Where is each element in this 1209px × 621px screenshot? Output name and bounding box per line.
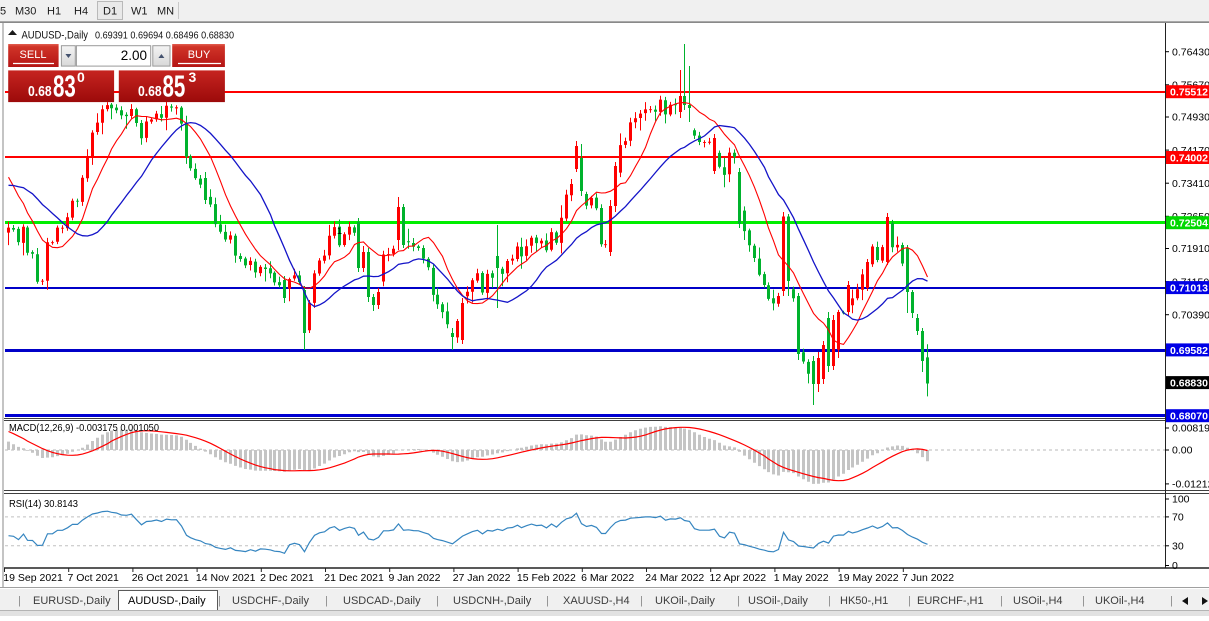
- svg-text:EURUSD-,Daily: EURUSD-,Daily: [33, 595, 111, 607]
- svg-text:SELL: SELL: [20, 49, 47, 61]
- svg-text:0.00: 0.00: [1172, 445, 1193, 457]
- svg-text:7 Oct 2021: 7 Oct 2021: [68, 572, 120, 584]
- svg-text:0.68: 0.68: [138, 84, 162, 100]
- svg-text:0.008197: 0.008197: [1172, 423, 1209, 435]
- svg-text:|: |: [325, 595, 328, 607]
- svg-text:|: |: [546, 595, 549, 607]
- svg-text:3: 3: [189, 69, 197, 85]
- svg-text:USOil-,Daily: USOil-,Daily: [748, 595, 808, 607]
- svg-text:0.72504: 0.72504: [1170, 218, 1208, 230]
- svg-text:RSI(14) 30.8143: RSI(14) 30.8143: [9, 498, 78, 510]
- svg-text:0.68: 0.68: [28, 84, 52, 100]
- svg-text:0: 0: [77, 69, 85, 85]
- svg-text:H1: H1: [47, 6, 61, 18]
- svg-text:0.68070: 0.68070: [1170, 411, 1208, 423]
- svg-text:0: 0: [1172, 560, 1178, 572]
- svg-text:|: |: [737, 595, 740, 607]
- svg-text:USDCNH-,Daily: USDCNH-,Daily: [453, 595, 532, 607]
- svg-text:0.75512: 0.75512: [1170, 87, 1208, 99]
- svg-text:D1: D1: [103, 6, 117, 18]
- svg-text:UKOil-,Daily: UKOil-,Daily: [655, 595, 715, 607]
- svg-text:|: |: [18, 595, 21, 607]
- svg-text:0.68830: 0.68830: [1170, 378, 1208, 390]
- svg-text:H4: H4: [74, 6, 88, 18]
- svg-text:7 Jun 2022: 7 Jun 2022: [902, 572, 954, 584]
- svg-text:BUY: BUY: [188, 49, 211, 61]
- svg-text:|: |: [828, 595, 831, 607]
- svg-text:70: 70: [1172, 512, 1184, 524]
- svg-text:UKOil-,H4: UKOil-,H4: [1095, 595, 1145, 607]
- svg-text:|: |: [908, 595, 911, 607]
- svg-text:|: |: [640, 595, 643, 607]
- svg-text:15 Feb 2022: 15 Feb 2022: [517, 572, 576, 584]
- svg-text:85: 85: [163, 70, 186, 104]
- svg-text:0.74002: 0.74002: [1170, 153, 1208, 165]
- svg-text:2.00: 2.00: [121, 48, 147, 63]
- svg-text:|: |: [436, 595, 439, 607]
- svg-text:12 Apr 2022: 12 Apr 2022: [710, 572, 767, 584]
- svg-text:0.73410: 0.73410: [1172, 178, 1209, 190]
- svg-text:0.69582: 0.69582: [1170, 345, 1208, 357]
- svg-text:HK50-,H1: HK50-,H1: [840, 595, 888, 607]
- svg-text:0.76430: 0.76430: [1172, 46, 1209, 58]
- svg-text:27 Jan 2022: 27 Jan 2022: [453, 572, 511, 584]
- svg-text:USDCHF-,Daily: USDCHF-,Daily: [232, 595, 310, 607]
- svg-text:19 May 2022: 19 May 2022: [838, 572, 899, 584]
- svg-text:XAUUSD-,H4: XAUUSD-,H4: [563, 595, 630, 607]
- svg-text:EURCHF-,H1: EURCHF-,H1: [917, 595, 984, 607]
- svg-text:2 Dec 2021: 2 Dec 2021: [260, 572, 314, 584]
- svg-text:14 Nov 2021: 14 Nov 2021: [196, 572, 256, 584]
- svg-text:0.71013: 0.71013: [1170, 283, 1208, 295]
- svg-text:21 Dec 2021: 21 Dec 2021: [324, 572, 384, 584]
- svg-text:30: 30: [1172, 541, 1184, 553]
- svg-text:26 Oct 2021: 26 Oct 2021: [132, 572, 189, 584]
- svg-text:|: |: [1000, 595, 1003, 607]
- svg-text:MACD(12,26,9) -0.003175 0.0010: MACD(12,26,9) -0.003175 0.001050: [9, 422, 159, 434]
- svg-text:0.70390: 0.70390: [1172, 309, 1209, 321]
- svg-text:100: 100: [1172, 494, 1190, 506]
- svg-text:|: |: [1170, 595, 1173, 607]
- svg-text:0.69391 0.69694 0.68496 0.6883: 0.69391 0.69694 0.68496 0.68830: [95, 30, 234, 42]
- svg-text:-0.01212: -0.01212: [1172, 479, 1209, 491]
- svg-text:24 Mar 2022: 24 Mar 2022: [645, 572, 704, 584]
- svg-text:83: 83: [53, 70, 76, 104]
- svg-text:|: |: [1082, 595, 1085, 607]
- svg-text:|: |: [218, 595, 221, 607]
- svg-text:MN: MN: [157, 6, 174, 18]
- svg-text:5: 5: [0, 6, 6, 18]
- svg-text:9 Jan 2022: 9 Jan 2022: [389, 572, 441, 584]
- svg-text:1 May 2022: 1 May 2022: [774, 572, 829, 584]
- svg-text:W1: W1: [131, 6, 148, 18]
- svg-text:USOil-,H4: USOil-,H4: [1013, 595, 1063, 607]
- svg-text:AUDUSD-,Daily: AUDUSD-,Daily: [128, 595, 206, 607]
- svg-text:19 Sep 2021: 19 Sep 2021: [3, 572, 63, 584]
- svg-text:0.71910: 0.71910: [1172, 243, 1209, 255]
- svg-text:M30: M30: [15, 6, 36, 18]
- svg-text:USDCAD-,Daily: USDCAD-,Daily: [343, 595, 421, 607]
- svg-text:AUDUSD-,Daily: AUDUSD-,Daily: [22, 30, 89, 42]
- svg-text:6 Mar 2022: 6 Mar 2022: [581, 572, 634, 584]
- svg-text:1: 1: [337, 226, 342, 236]
- svg-text:0.74930: 0.74930: [1172, 112, 1209, 124]
